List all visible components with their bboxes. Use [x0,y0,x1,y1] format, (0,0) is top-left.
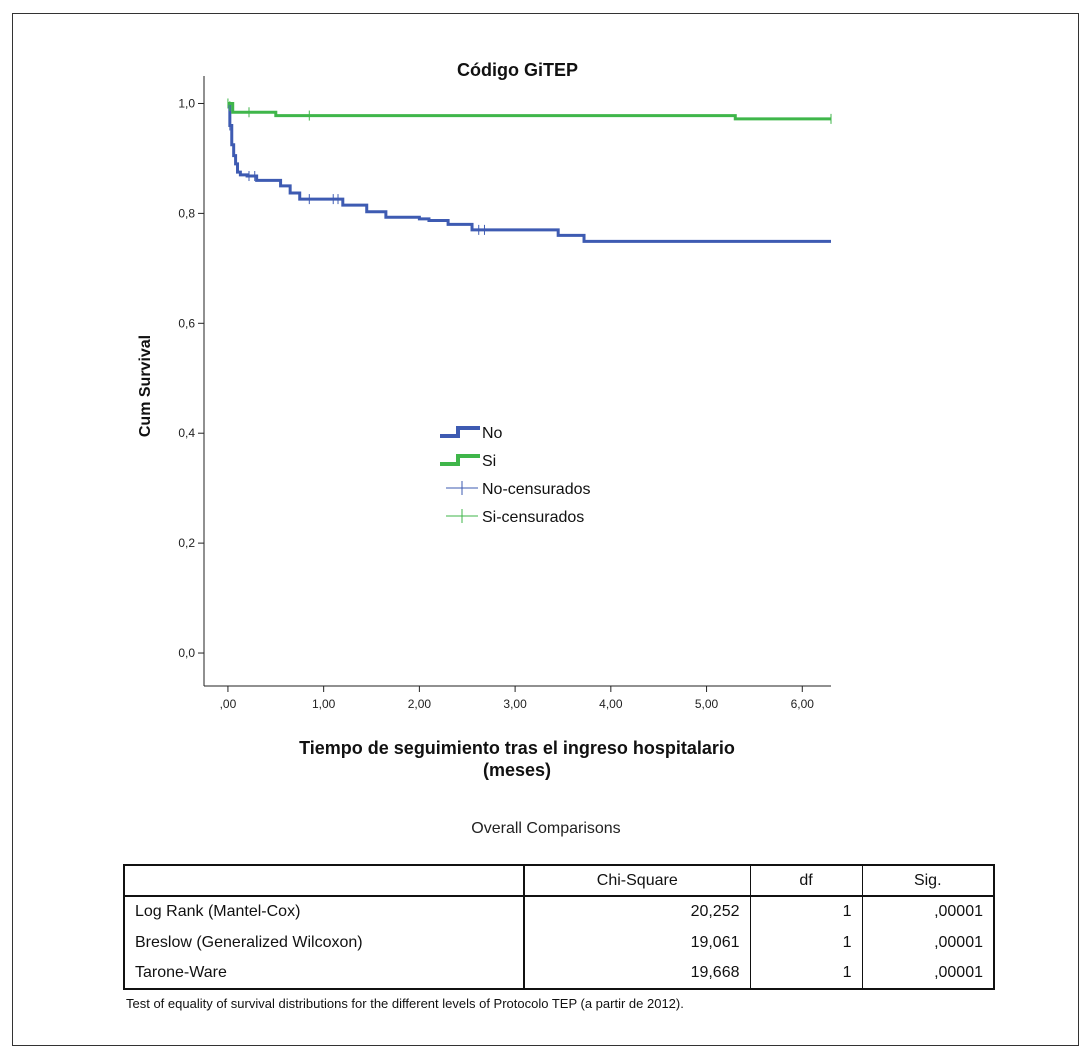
row-label: Tarone-Ware [124,958,524,989]
cell-chi-square: 20,252 [524,896,750,927]
table-row: Breslow (Generalized Wilcoxon) 19,061 1 … [124,927,994,958]
cell-chi-square: 19,061 [524,927,750,958]
x-tick-label: 5,00 [695,697,719,711]
y-tick-label: 0,6 [178,316,195,330]
survival-chart: 0,0 0,2 0,4 0,6 0,8 1,0 ,00 1,00 2,00 3,00 4,00 5,0… [0,0,1092,800]
x-axis-label-line: (meses) [483,760,551,780]
x-axis-label-line: Tiempo de seguimiento tras el ingreso ho… [299,738,735,758]
header-chi-square: Chi-Square [524,865,750,896]
row-label: Breslow (Generalized Wilcoxon) [124,927,524,958]
cell-sig: ,00001 [862,927,994,958]
legend-swatch-step [440,456,480,464]
legend-label: No [482,425,503,442]
legend-label: No-censurados [482,481,591,498]
header-df: df [750,865,862,896]
header-sig: Sig. [862,865,994,896]
y-axis-label: Cum Survival [137,335,154,437]
x-tick-label: ,00 [220,697,237,711]
x-tick-label: 3,00 [503,697,527,711]
x-tick-label: 6,00 [791,697,815,711]
series-line-no [228,103,831,241]
cell-chi-square: 19,668 [524,958,750,989]
x-tick-label: 2,00 [408,697,432,711]
y-tick-label: 0,8 [178,206,195,220]
cell-df: 1 [750,896,862,927]
table-footnote: Test of equality of survival distributio… [126,996,684,1011]
table-row: Log Rank (Mantel-Cox) 20,252 1 ,00001 [124,896,994,927]
y-tick-label: 1,0 [178,96,195,110]
series-line-si [228,103,831,118]
legend-label: Si [482,453,496,470]
row-label: Log Rank (Mantel-Cox) [124,896,524,927]
cell-df: 1 [750,958,862,989]
cell-df: 1 [750,927,862,958]
cell-sig: ,00001 [862,958,994,989]
legend-label: Si-censurados [482,509,584,526]
cell-sig: ,00001 [862,896,994,927]
y-tick-label: 0,2 [178,536,195,550]
table-title: Overall Comparisons [0,820,1092,838]
y-tick-label: 0,0 [178,646,195,660]
table-row: Tarone-Ware 19,668 1 ,00001 [124,958,994,989]
x-tick-label: 4,00 [599,697,623,711]
header-corner [124,865,524,896]
overall-comparisons-table: Chi-Square df Sig. Log Rank (Mantel-Cox)… [123,864,995,990]
table-header-row: Chi-Square df Sig. [124,865,994,896]
legend-swatch-step [440,428,480,436]
x-axis-label: Tiempo de seguimiento tras el ingreso ho… [299,738,735,780]
x-tick-label: 1,00 [312,697,336,711]
y-tick-label: 0,4 [178,426,195,440]
chart-title: Código GiTEP [457,60,578,80]
